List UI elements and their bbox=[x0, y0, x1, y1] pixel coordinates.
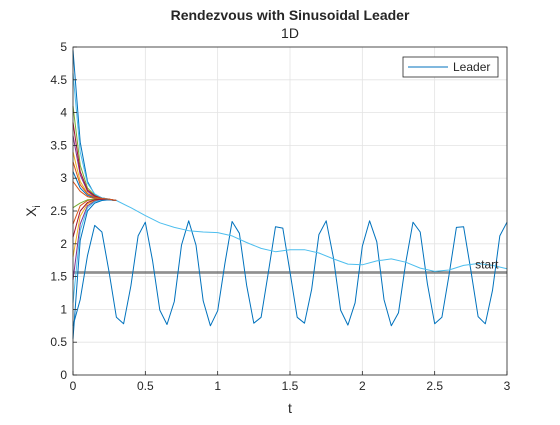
chart-subtitle: 1D bbox=[281, 25, 299, 41]
y-ticks: 0 0.5 1 1.5 2 2.5 3 3.5 4 4.5 5 bbox=[50, 40, 77, 382]
x-axis-label: t bbox=[288, 400, 292, 416]
y-tick-label: 3 bbox=[60, 171, 67, 185]
series-group bbox=[72, 50, 508, 339]
y-axis-label: Xi bbox=[23, 205, 43, 217]
series-line-agent bbox=[116, 200, 508, 272]
series-line-agent bbox=[72, 161, 117, 201]
y-tick-label: 2 bbox=[60, 237, 67, 251]
x-tick-label: 3 bbox=[504, 379, 511, 393]
y-tick-label: 0 bbox=[60, 368, 67, 382]
y-tick-label: 3.5 bbox=[50, 138, 67, 152]
y-tick-label: 1.5 bbox=[50, 270, 67, 284]
x-tick-label: 1.5 bbox=[282, 379, 299, 393]
y-axis-label-group: Xi bbox=[23, 205, 43, 217]
x-tick-label: 2 bbox=[359, 379, 366, 393]
y-tick-label: 4.5 bbox=[50, 73, 67, 87]
x-ticks: 0 0.5 1 1.5 2 2.5 3 bbox=[70, 371, 511, 393]
y-tick-label: 0.5 bbox=[50, 335, 67, 349]
legend-box bbox=[402, 56, 499, 78]
series-line-leader bbox=[72, 220, 508, 327]
y-tick-label: 5 bbox=[60, 40, 67, 54]
chart-title: Rendezvous with Sinusoidal Leader bbox=[171, 7, 410, 23]
legend-label-leader: Leader bbox=[453, 60, 490, 74]
x-tick-label: 1 bbox=[214, 379, 221, 393]
x-tick-label: 0.5 bbox=[137, 379, 154, 393]
y-tick-label: 1 bbox=[60, 302, 67, 316]
y-axis-label-subscript: i bbox=[32, 205, 43, 207]
start-annotation: start bbox=[475, 258, 499, 272]
x-tick-label: 0 bbox=[70, 379, 77, 393]
legend: Leader bbox=[402, 56, 499, 78]
series-line-agent bbox=[72, 199, 117, 339]
y-tick-label: 2.5 bbox=[50, 204, 67, 218]
x-tick-label: 2.5 bbox=[426, 379, 443, 393]
y-tick-label: 4 bbox=[60, 106, 67, 120]
y-axis-label-main: X bbox=[23, 207, 39, 217]
